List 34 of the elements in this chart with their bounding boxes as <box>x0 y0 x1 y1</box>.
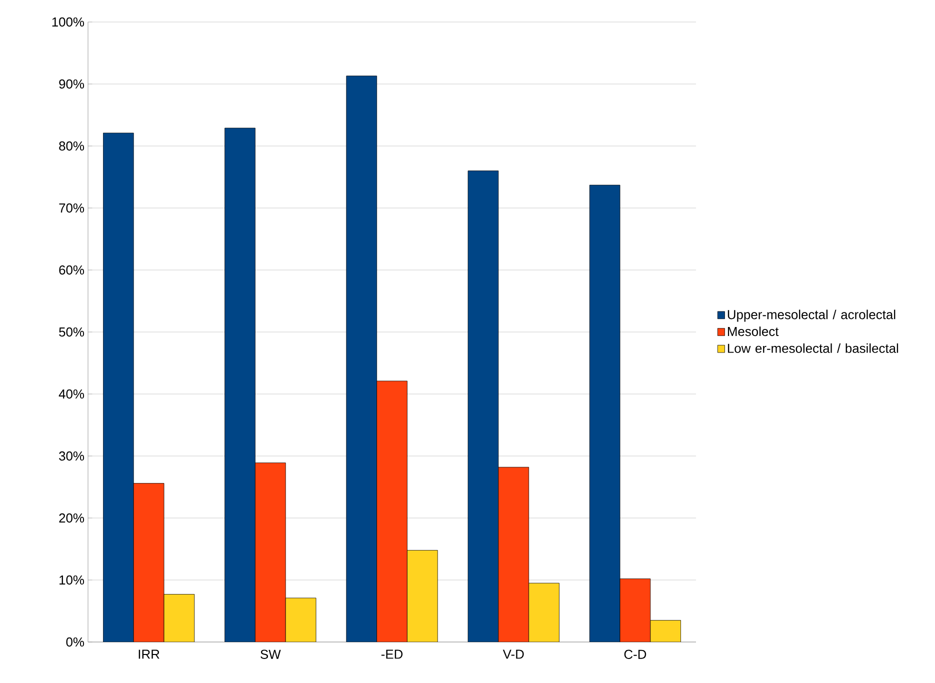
legend-label: Mesolect <box>728 326 779 336</box>
bar <box>468 170 499 642</box>
y-tick-label: 30% <box>59 451 84 461</box>
y-tick-label: 60% <box>59 265 84 275</box>
bar <box>528 582 560 642</box>
bar <box>650 620 681 642</box>
bar <box>589 184 620 642</box>
y-tick-label: 20% <box>59 513 84 523</box>
y-tick-label: 100% <box>52 17 84 27</box>
bar <box>285 598 316 642</box>
x-tick-label: IRR <box>138 650 160 659</box>
legend-label: Low er-mesolectal / basilectal <box>728 343 898 353</box>
y-tick-label: 90% <box>59 79 84 89</box>
x-tick-label: -ED <box>381 650 403 659</box>
y-tick-label: 50% <box>59 327 84 337</box>
bar <box>376 380 408 642</box>
y-tick-label: 0% <box>66 637 84 647</box>
x-tick-label: V-D <box>502 650 524 659</box>
bar <box>133 483 164 642</box>
bar <box>255 462 286 642</box>
bar <box>498 466 529 642</box>
bar <box>407 550 438 642</box>
bar <box>164 594 195 642</box>
y-tick-label: 10% <box>60 575 84 585</box>
bar <box>103 132 134 642</box>
y-tick-label: 80% <box>59 141 84 151</box>
bar <box>346 76 377 642</box>
bar <box>224 128 256 642</box>
x-tick-label: C-D <box>624 650 646 659</box>
bar <box>620 578 651 642</box>
y-tick-label: 40% <box>58 389 84 399</box>
legend-label: Upper-mesolectal / acrolectal <box>728 310 896 322</box>
y-tick-label: 70% <box>59 203 84 213</box>
x-tick-label: SW <box>260 650 281 659</box>
